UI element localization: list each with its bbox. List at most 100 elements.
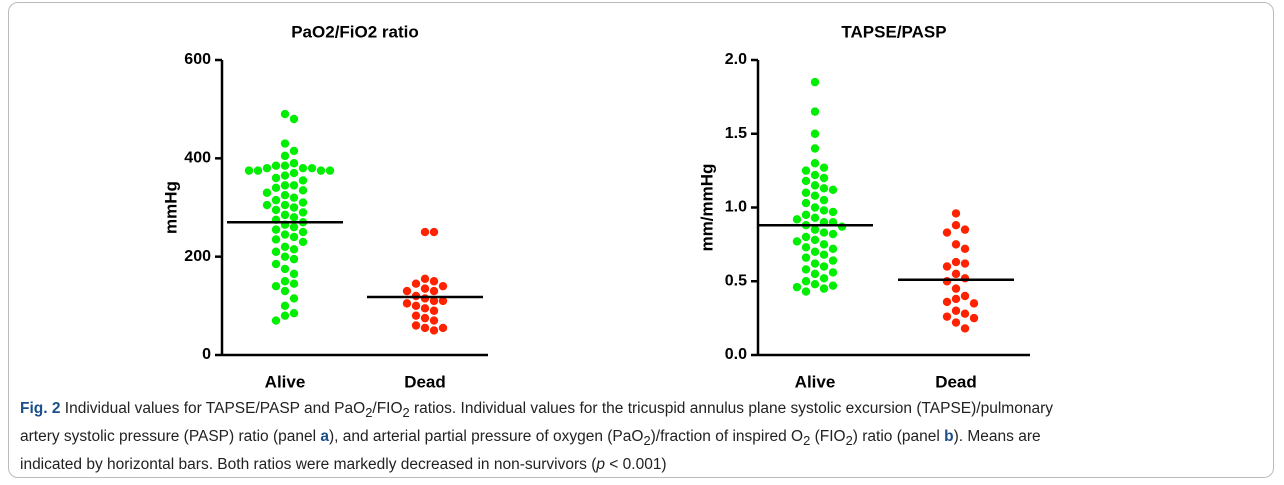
data-point	[942, 297, 952, 307]
data-point	[262, 188, 272, 197]
data-point	[801, 166, 811, 175]
data-point	[801, 210, 811, 220]
y-tick-label: 2.0	[725, 51, 747, 68]
data-point	[819, 262, 829, 271]
data-point	[280, 210, 290, 220]
data-point	[951, 221, 961, 230]
x-tick-label: Alive	[795, 372, 836, 391]
data-point	[951, 269, 961, 279]
data-point	[262, 163, 272, 173]
data-point	[951, 209, 961, 218]
data-point	[960, 309, 970, 318]
data-point	[420, 313, 430, 323]
caption-line: Fig. 2 Individual values for TAPSE/PASP …	[20, 397, 1270, 425]
data-point	[960, 274, 970, 283]
data-point	[298, 186, 308, 195]
data-point	[828, 229, 838, 239]
caption-text: )/fraction of inspired O	[650, 428, 804, 446]
data-point	[289, 159, 299, 168]
y-tick-label: 400	[184, 150, 211, 167]
figure-frame	[8, 2, 1274, 478]
chart-title: PaO2/FiO2 ratio	[291, 22, 419, 41]
data-point	[828, 207, 838, 217]
data-point	[298, 237, 308, 247]
data-point	[253, 166, 263, 175]
y-axis-label: mmHg	[161, 181, 180, 234]
data-point	[810, 144, 820, 153]
data-point	[960, 244, 970, 253]
data-point	[819, 173, 829, 183]
data-point	[801, 287, 811, 296]
data-point	[280, 191, 290, 200]
data-point	[801, 243, 811, 252]
data-point	[810, 203, 820, 212]
data-point	[289, 168, 299, 178]
data-point	[289, 279, 299, 288]
data-point	[271, 259, 281, 269]
data-point	[271, 183, 281, 193]
data-point	[316, 166, 326, 175]
y-tick-label: 600	[184, 51, 211, 68]
data-point	[942, 228, 952, 237]
data-point	[307, 163, 317, 173]
data-point	[280, 311, 290, 320]
data-point	[951, 257, 961, 267]
data-point	[828, 185, 838, 194]
data-point	[289, 309, 299, 318]
data-point	[819, 274, 829, 283]
data-point	[271, 161, 281, 170]
data-point	[810, 225, 820, 234]
y-tick-label: 0.5	[725, 272, 747, 289]
caption-text: 2	[643, 433, 651, 449]
data-point	[801, 198, 811, 208]
data-point	[298, 176, 308, 185]
data-point	[280, 277, 290, 286]
data-point	[298, 227, 308, 237]
data-point	[262, 200, 272, 210]
data-point	[819, 206, 829, 215]
data-point	[438, 281, 448, 291]
data-point	[271, 205, 281, 215]
data-point	[289, 232, 299, 242]
caption-text: Individual values for TAPSE/PASP and PaO	[60, 400, 366, 417]
caption-text: 2	[803, 433, 811, 449]
caption-text: ). Means are	[953, 428, 1041, 446]
data-point	[402, 299, 412, 308]
data-point	[271, 173, 281, 183]
caption-text: b	[944, 428, 954, 446]
data-point	[429, 227, 439, 237]
data-point	[429, 316, 439, 325]
data-point	[429, 296, 439, 306]
data-point	[960, 225, 970, 234]
data-point	[280, 301, 290, 311]
data-point	[810, 259, 820, 268]
caption-text: 2	[845, 433, 853, 449]
data-point	[819, 195, 829, 205]
caption-text: Fig. 2	[20, 400, 61, 417]
data-point	[942, 312, 952, 321]
x-tick-label: Dead	[935, 372, 977, 391]
data-point	[420, 294, 430, 303]
caption-text: a	[320, 428, 329, 446]
caption-text: indicated by horizontal bars. Both ratio…	[20, 456, 597, 474]
data-point	[951, 240, 961, 249]
data-point	[271, 195, 281, 205]
data-point	[960, 324, 970, 333]
data-point	[828, 244, 838, 253]
data-point	[280, 161, 290, 170]
data-point	[819, 163, 829, 172]
data-point	[271, 281, 281, 291]
data-point	[960, 291, 970, 301]
data-point	[289, 254, 299, 264]
data-point	[289, 294, 299, 303]
data-point	[271, 247, 281, 256]
caption-text: /FIO	[372, 400, 403, 417]
data-point	[289, 114, 299, 124]
caption-text: < 0.001)	[604, 456, 667, 474]
data-point	[810, 159, 820, 168]
data-point	[298, 198, 308, 207]
data-point	[810, 170, 820, 180]
y-tick-label: 1.0	[725, 199, 747, 216]
data-point	[429, 286, 439, 296]
caption-text: p	[596, 456, 605, 474]
